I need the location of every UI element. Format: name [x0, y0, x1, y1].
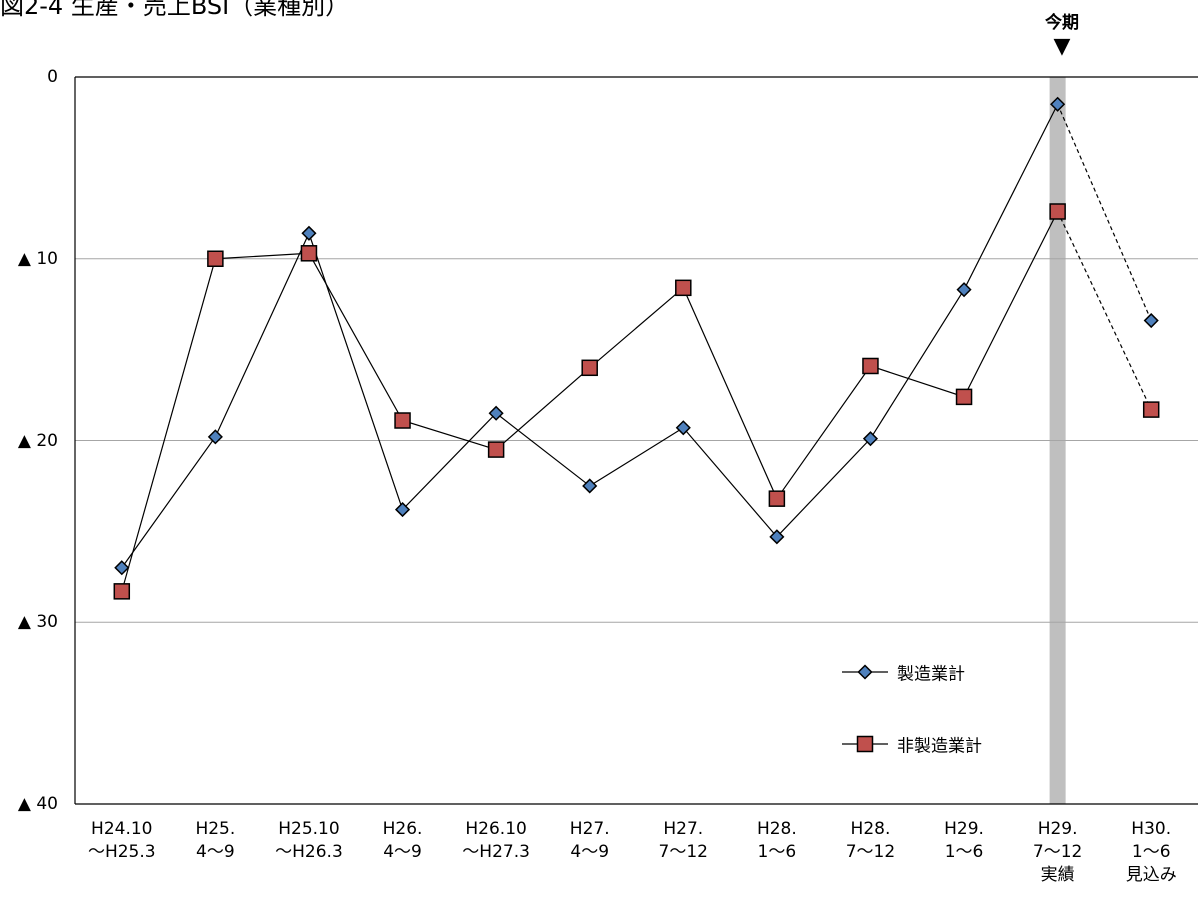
- x-tick-label: H29. 1～6: [944, 819, 984, 862]
- current-period-arrow-icon: ▼: [1053, 34, 1071, 59]
- series-line-1: [121, 103, 1059, 569]
- x-tick-label: H28. 7～12: [845, 819, 896, 862]
- x-tick-label: H26.10 ～H27.3: [462, 819, 530, 862]
- data-point: [394, 502, 411, 518]
- data-point: [114, 560, 130, 576]
- series-line-2: [121, 211, 1059, 592]
- data-point: [300, 245, 318, 262]
- data-point: [862, 357, 879, 375]
- legend-marker: [857, 664, 873, 680]
- data-point: [488, 405, 504, 421]
- data-point: [1049, 203, 1066, 220]
- data-point: [1143, 312, 1159, 329]
- data-point: [581, 359, 598, 377]
- x-tick-label: H27. 7～12: [658, 819, 708, 862]
- data-point: [1142, 401, 1160, 418]
- data-point: [955, 388, 973, 406]
- data-point: [675, 279, 692, 297]
- chart-title: 図2-4 生産・売上BSI（業種別）: [0, 0, 350, 20]
- data-point: [394, 412, 411, 429]
- x-tick-label: H28. 1～6: [756, 819, 797, 862]
- x-tick-label: H25. 4～9: [195, 819, 236, 862]
- data-point: [487, 441, 505, 458]
- y-tick-label: ▲ 40: [17, 794, 58, 814]
- current-period-label: 今期: [1045, 13, 1079, 33]
- data-point: [862, 431, 879, 447]
- data-point: [769, 529, 785, 545]
- y-tick-label: 0: [47, 67, 58, 87]
- series-forecast-line-2: [1057, 211, 1152, 410]
- y-tick-label: ▲ 10: [17, 248, 58, 269]
- data-point: [1050, 96, 1066, 112]
- data-point: [301, 225, 317, 241]
- data-point: [768, 490, 786, 507]
- legend-label: 非製造業計: [897, 736, 982, 757]
- data-point: [675, 420, 691, 436]
- legend-label: 製造業計: [897, 664, 965, 685]
- data-point: [207, 250, 224, 267]
- x-tick-label: H25.10 ～H26.3: [275, 819, 343, 862]
- data-point: [582, 478, 598, 494]
- data-point: [956, 282, 972, 298]
- x-tick-label: H29. 7～12 実績: [1032, 819, 1083, 885]
- data-point: [207, 429, 223, 445]
- data-point: [113, 583, 131, 600]
- y-tick-label: ▲ 30: [17, 612, 58, 633]
- x-tick-label: H27. 4～9: [569, 819, 610, 862]
- x-tick-label: H24.10 ～H25.3: [87, 819, 156, 862]
- legend-marker: [856, 735, 874, 753]
- y-tick-label: ▲ 20: [17, 430, 58, 451]
- x-tick-label: H30. 1～6 見込み: [1125, 819, 1177, 885]
- x-tick-label: H26. 4～9: [382, 819, 423, 862]
- series-forecast-line-1: [1057, 104, 1152, 321]
